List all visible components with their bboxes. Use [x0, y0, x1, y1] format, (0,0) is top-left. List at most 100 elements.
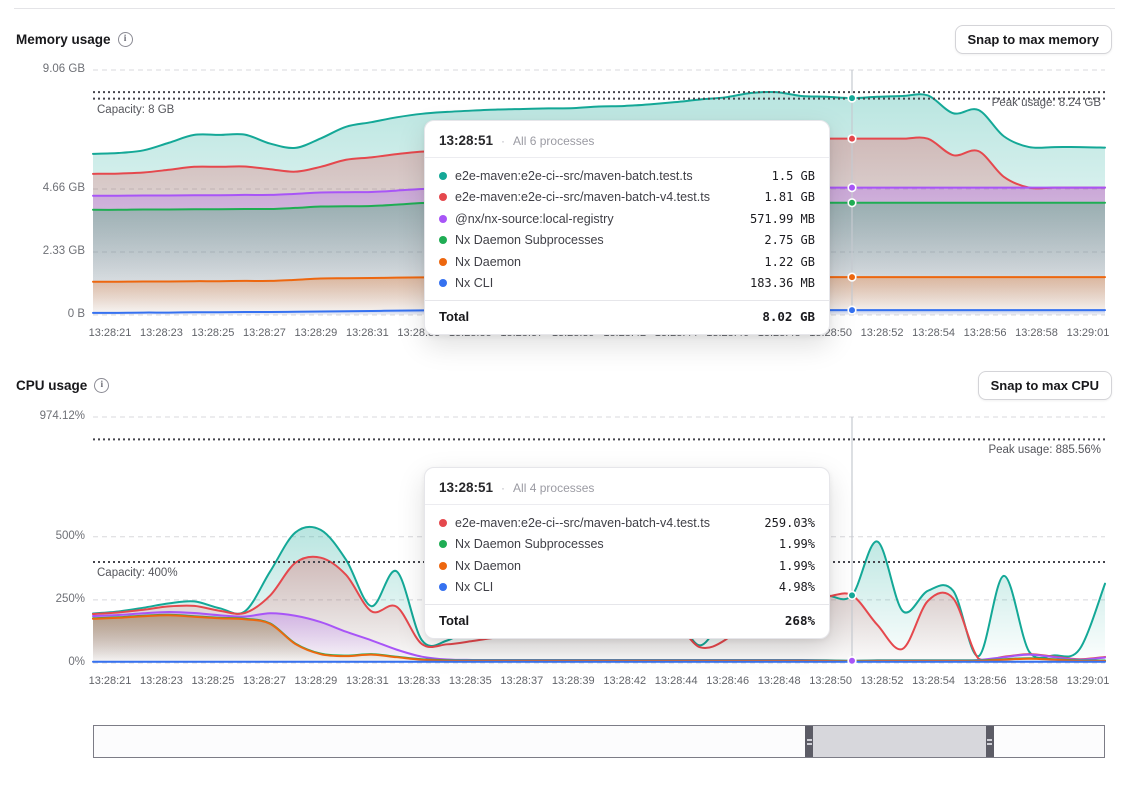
x-tick-label: 13:28:52: [860, 675, 904, 687]
tooltip-row-value: 1.22 GB: [764, 254, 815, 269]
snap-to-max-memory-button[interactable]: Snap to max memory: [954, 24, 1112, 54]
tooltip-row-label: Nx Daemon: [455, 558, 521, 573]
info-icon[interactable]: i: [94, 377, 110, 393]
x-tick-label: 13:28:29: [294, 327, 338, 339]
handle-grip-line: [987, 738, 993, 741]
tooltip-rows: e2e-maven:e2e-ci--src/maven-batch.test.t…: [425, 158, 829, 294]
brush-selection[interactable]: [805, 726, 994, 757]
tooltip-time: 13:28:51: [439, 133, 494, 148]
series-color-dot: [439, 214, 447, 223]
tooltip-row-value: 183.36 MB: [749, 276, 815, 291]
tooltip-row: @nx/nx-source:local-registry 571.99 MB: [439, 208, 815, 230]
cpu-plot: [92, 416, 1106, 667]
tooltip-row: e2e-maven:e2e-ci--src/maven-batch-v4.tes…: [439, 187, 815, 209]
tooltip-row-label: Nx Daemon Subprocesses: [455, 233, 604, 248]
y-tick-label: 0 B: [67, 308, 85, 320]
brush-handle-right[interactable]: [985, 726, 994, 757]
x-tick-label: 13:28:23: [140, 675, 183, 687]
memory-chart: 9.06 GB 4.66 GB 2.33 GB 0 B Capacity: 8 GB Pe…: [43, 63, 1110, 339]
tooltip-row: Nx Daemon 1.22 GB: [439, 251, 815, 273]
x-tick-label: 13:28:35: [448, 675, 492, 687]
x-tick-label: 13:28:33: [397, 675, 441, 687]
x-tick-label: 13:28:21: [88, 327, 132, 339]
series-color-dot: [439, 171, 447, 180]
tooltip-row: e2e-maven:e2e-ci--src/maven-batch.test.t…: [439, 165, 815, 187]
handle-grip-line: [987, 742, 993, 745]
tooltip-total-value: 8.02 GB: [762, 309, 815, 324]
snap-to-max-cpu-button[interactable]: Snap to max CPU: [977, 370, 1112, 400]
series-color-dot: [439, 257, 447, 266]
tooltip-row-value: 1.5 GB: [771, 168, 815, 183]
handle-grip-line: [806, 742, 812, 745]
memory-tooltip: 13:28:51 · All 6 processes e2e-maven:e2e-ci…: [424, 120, 830, 335]
series-color-dot: [439, 518, 447, 527]
tooltip-separator: ·: [501, 134, 506, 148]
peak-line-label: Peak usage: 8.24 GB: [991, 97, 1101, 110]
x-tick-label: 13:28:50: [809, 675, 853, 687]
x-tick-label: 13:29:01: [1066, 327, 1110, 339]
x-tick-label: 13:28:58: [1015, 327, 1058, 339]
tooltip-row-value: 2.75 GB: [764, 233, 815, 248]
x-tick-label: 13:28:56: [963, 675, 1007, 687]
timeline-brush[interactable]: [93, 725, 1105, 758]
crosshair-dot-Nx Daemon: [847, 272, 857, 282]
tooltip-row-label: Nx CLI: [455, 580, 494, 595]
memory-section-header: Memory usage i Snap to max memory: [16, 24, 1112, 54]
crosshair-dot-e2e-maven:e2e-ci--src/maven-batch-v4.test.ts: [847, 134, 857, 144]
y-tick-label: 500%: [55, 529, 85, 542]
tooltip-row-value: 1.99%: [778, 558, 815, 573]
peak-line-label: Peak usage: 885.56%: [988, 444, 1101, 457]
tooltip-total-label: Total: [439, 309, 470, 324]
capacity-line-label: Capacity: 400%: [97, 566, 178, 579]
x-tick-label: 13:28:52: [860, 327, 904, 339]
x-tick-label: 13:28:46: [706, 675, 750, 687]
tooltip-total-value: 268%: [784, 613, 815, 628]
tooltip-row: Nx Daemon Subprocesses 2.75 GB: [439, 230, 815, 252]
x-tick-label: 13:28:27: [242, 675, 286, 687]
x-axis: 13:28:21 13:28:23 13:28:25 13:28:27 13:28:29…: [89, 675, 1110, 689]
x-tick-label: 13:28:29: [294, 675, 338, 687]
tooltip-row-value: 571.99 MB: [749, 211, 815, 226]
tooltip-separator: ·: [501, 481, 506, 495]
crosshair-dot-e2e-maven:e2e-ci--src/maven-batch.test.ts: [847, 590, 857, 600]
info-icon[interactable]: i: [117, 31, 133, 47]
tooltip-row: Nx Daemon Subprocesses 1.99%: [439, 534, 815, 556]
tooltip-row-label: e2e-maven:e2e-ci--src/maven-batch-v4.tes…: [455, 190, 710, 205]
x-tick-label: 13:28:31: [345, 327, 389, 339]
series-color-dot: [439, 583, 447, 592]
x-tick-label: 13:28:37: [500, 675, 544, 687]
brush-handle-left[interactable]: [805, 726, 814, 757]
tooltip-row-label: Nx CLI: [455, 276, 494, 291]
tooltip-row-value: 259.03%: [764, 515, 815, 530]
series-color-dot: [439, 193, 447, 202]
tooltip-header: 13:28:51 · All 4 processes: [425, 468, 829, 505]
x-tick-label: 13:28:56: [963, 327, 1007, 339]
tooltip-row: e2e-maven:e2e-ci--src/maven-batch-v4.tes…: [439, 512, 815, 534]
tooltip-row: Nx CLI 183.36 MB: [439, 273, 815, 295]
x-tick-label: 13:28:39: [551, 675, 595, 687]
series-line-e2e-maven:e2e-ci--src/maven-batch.test.ts: [92, 90, 1106, 155]
x-tick-label: 13:28:58: [1015, 675, 1058, 687]
tooltip-row-label: Nx Daemon Subprocesses: [455, 537, 604, 552]
tooltip-total-row: Total 268%: [425, 604, 829, 638]
x-tick-label: 13:28:27: [242, 327, 286, 339]
tooltip-row: Nx Daemon 1.99%: [439, 555, 815, 577]
crosshair-dot-Nx Daemon Subprocesses: [847, 198, 857, 208]
x-tick-label: 13:28:54: [912, 675, 955, 687]
x-tick-label: 13:29:01: [1066, 675, 1110, 687]
cpu-title-group: CPU usage i: [16, 377, 110, 393]
capacity-line-label: Capacity: 8 GB: [97, 103, 175, 116]
crosshair-dot-Nx CLI: [847, 305, 857, 315]
x-tick-label: 13:28:48: [757, 675, 801, 687]
top-divider: [14, 8, 1115, 9]
tooltip-process-count: All 4 processes: [513, 481, 595, 495]
tooltip-row-value: 1.99%: [778, 537, 815, 552]
tooltip-row-label: e2e-maven:e2e-ci--src/maven-batch-v4.tes…: [455, 515, 710, 530]
cpu-tooltip: 13:28:51 · All 4 processes e2e-maven:e2e-ci…: [424, 467, 830, 639]
series-color-dot: [439, 540, 447, 549]
x-tick-label: 13:28:44: [654, 675, 698, 687]
y-tick-label: 2.33 GB: [42, 244, 85, 257]
y-tick-label: 9.06 GB: [42, 63, 85, 75]
series-color-dot: [439, 279, 447, 288]
x-tick-label: 13:28:25: [191, 675, 235, 687]
